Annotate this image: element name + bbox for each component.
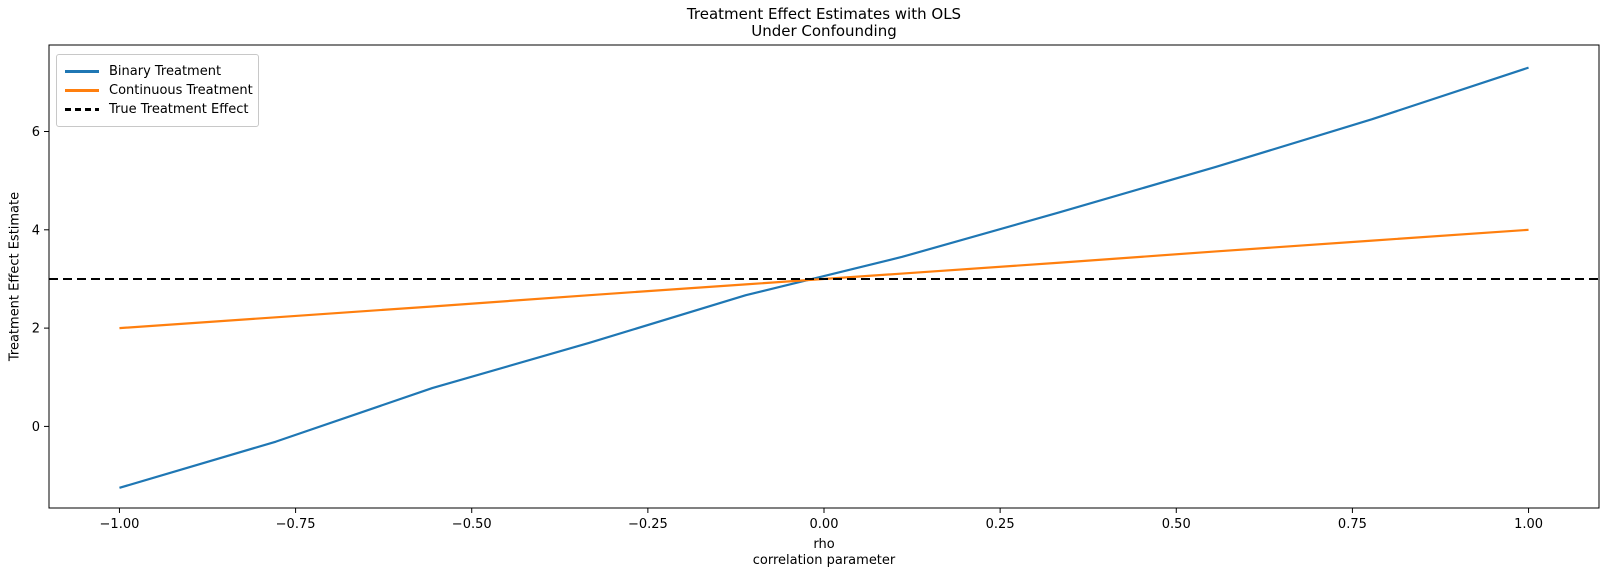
x-tick-label: −1.00 — [100, 517, 140, 532]
y-tick-label: 4 — [32, 223, 40, 238]
legend-label-true-effect: True Treatment Effect — [109, 102, 249, 117]
legend-line-sample-true-effect — [65, 108, 99, 111]
y-axis-label: Treatment Effect Estimate — [7, 191, 23, 362]
chart-title-line2: Under Confounding — [751, 22, 897, 40]
plot-line-binary-treatment — [119, 66, 1529, 489]
x-tick-label: 0.50 — [1162, 517, 1191, 532]
legend-item-continuous-treatment: Continuous Treatment — [65, 82, 253, 99]
x-tick-label: 0.00 — [810, 517, 839, 532]
legend-label-binary: Binary Treatment — [109, 64, 222, 79]
x-axis-label: rho correlation parameter — [49, 537, 1599, 569]
x-tick-label: −0.75 — [276, 517, 316, 532]
legend-label-continuous: Continuous Treatment — [109, 83, 253, 98]
chart-title: Treatment Effect Estimates with OLS Unde… — [49, 6, 1599, 40]
x-tick-label: 0.75 — [1338, 517, 1367, 532]
legend: Binary Treatment Continuous Treatment Tr… — [56, 54, 259, 127]
y-tick-label: 2 — [32, 322, 40, 337]
y-tick-label: 6 — [32, 125, 40, 140]
y-tick-label: 0 — [32, 420, 40, 435]
x-tick-label: −0.50 — [452, 517, 492, 532]
x-tick-label: −0.25 — [628, 517, 668, 532]
x-axis-label-line2: correlation parameter — [752, 553, 896, 568]
legend-item-true-treatment-effect: True Treatment Effect — [65, 101, 250, 118]
chart-title-line1: Treatment Effect Estimates with OLS — [686, 5, 962, 23]
legend-item-binary-treatment: Binary Treatment — [65, 63, 250, 80]
x-tick-label: 0.25 — [986, 517, 1015, 532]
legend-line-sample-continuous — [65, 89, 99, 92]
legend-line-sample-binary — [65, 70, 99, 73]
x-axis-label-line1: rho — [813, 537, 835, 552]
x-tick-label: 1.00 — [1514, 517, 1543, 532]
